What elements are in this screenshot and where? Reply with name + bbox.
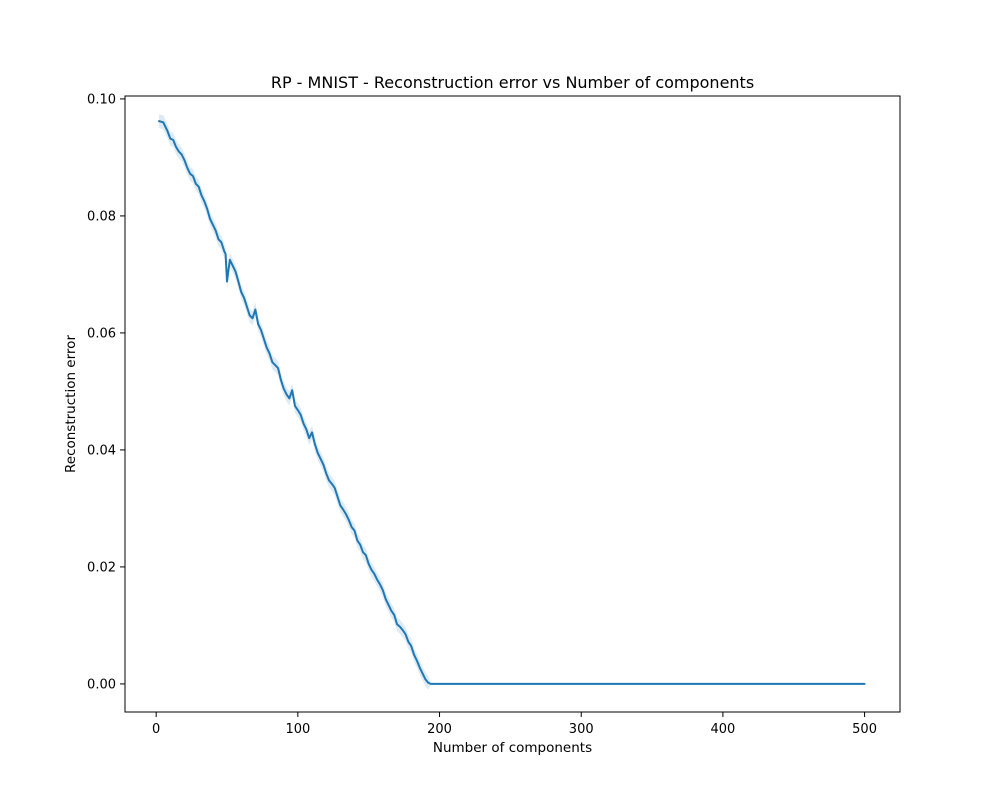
y-axis-label: Reconstruction error [63, 335, 79, 473]
x-tick-label: 300 [569, 722, 594, 737]
y-tick-label: 0.02 [87, 560, 116, 575]
y-tick-label: 0.04 [87, 443, 116, 458]
x-tick-label: 500 [852, 722, 877, 737]
x-tick-label: 200 [427, 722, 452, 737]
y-tick-label: 0.06 [87, 326, 116, 341]
confidence-band [159, 114, 865, 690]
y-tick-label: 0.10 [87, 92, 116, 107]
y-tick-label: 0.08 [87, 209, 116, 224]
x-tick-label: 400 [710, 722, 735, 737]
x-tick-label: 0 [152, 722, 160, 737]
x-axis-label: Number of components [433, 740, 592, 756]
series-line [158, 120, 866, 685]
plot-frame [124, 95, 901, 713]
plot-area: 0 100 200 300 400 500 0.00 0.02 0.04 0.06 0.08 0.10 [87, 92, 901, 737]
x-tick-label: 100 [285, 722, 310, 737]
chart-title: RP - MNIST - Reconstruction error vs Num… [271, 73, 754, 92]
y-tick-label: 0.00 [87, 677, 116, 692]
